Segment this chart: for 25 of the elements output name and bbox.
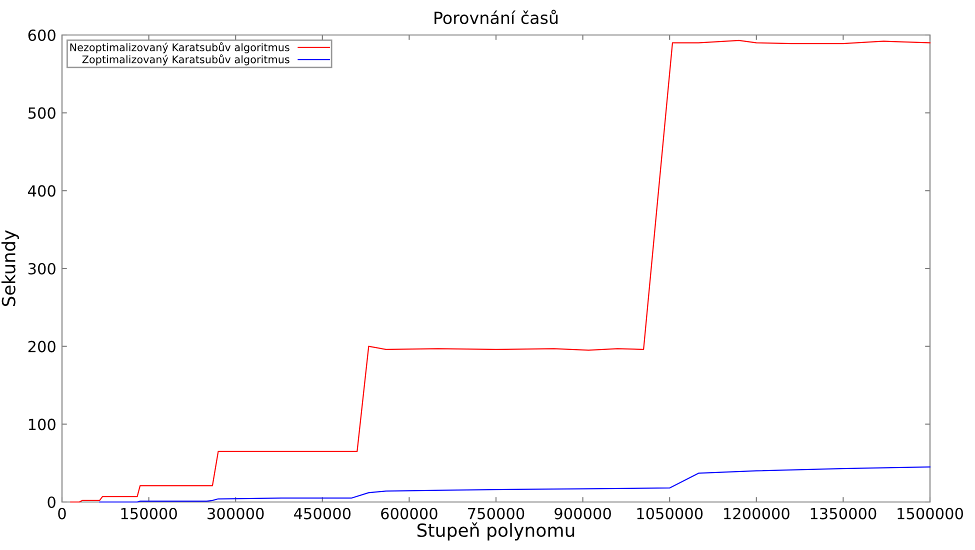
x-tick-label: 750000 <box>468 508 524 520</box>
x-tick-label: 1200000 <box>724 508 790 520</box>
x-tick-label: 600000 <box>381 508 438 520</box>
line-series <box>99 466 931 503</box>
x-tick-label: 150000 <box>121 508 177 520</box>
y-tick-label: 400 <box>28 185 56 197</box>
x-tick-label: 900000 <box>554 508 611 520</box>
y-tick-label: 100 <box>28 418 56 430</box>
x-tick-label: 1050000 <box>637 508 703 520</box>
line-series <box>70 40 931 503</box>
y-tick-label: 300 <box>28 262 56 275</box>
x-tick-label: 0 <box>58 508 66 520</box>
x-tick-label: 300000 <box>208 508 264 520</box>
x-tick-label: 450000 <box>294 508 351 520</box>
x-tick-label: 1350000 <box>810 508 876 520</box>
y-axis-title: Sekundy <box>1 230 19 306</box>
x-tick-label: 1500000 <box>898 508 964 520</box>
legend-label: Zoptimalizovaný Karatsubův algoritmus <box>82 54 290 66</box>
y-tick-label: 600 <box>28 29 56 42</box>
chart-title: Porovnání časů <box>434 10 558 24</box>
legend-label: Nezoptimalizovaný Karatsubův algoritmus <box>70 42 290 54</box>
y-tick-label: 200 <box>28 340 56 352</box>
y-tick-label: 0 <box>48 496 56 508</box>
x-axis-title: Stupeň polynomu <box>417 522 574 541</box>
y-tick-label: 500 <box>28 107 56 119</box>
